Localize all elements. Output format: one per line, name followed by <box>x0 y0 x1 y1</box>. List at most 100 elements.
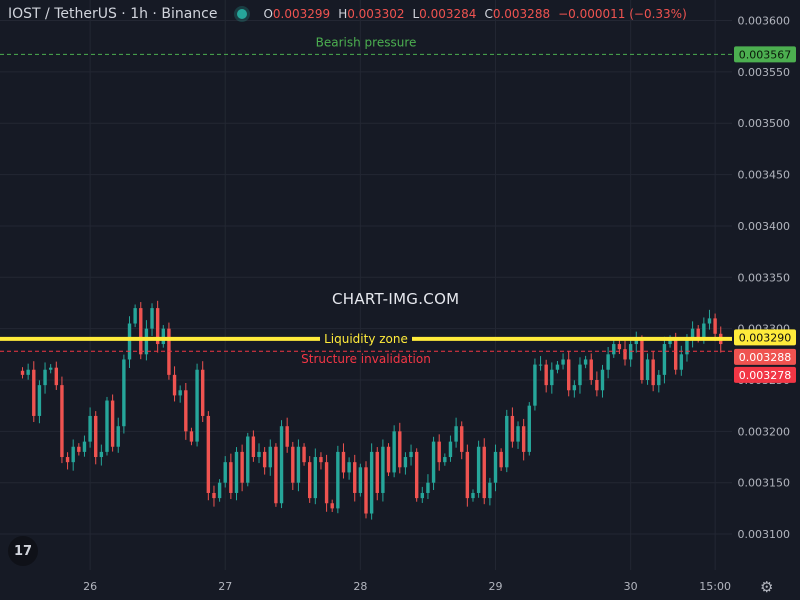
candle-body <box>240 451 244 483</box>
last-price-tag-bg <box>734 348 796 365</box>
time-axis-panel <box>0 570 732 600</box>
candle-body <box>285 426 289 447</box>
ohlc-item: O0.003299 <box>263 7 330 21</box>
candle-body <box>110 400 115 447</box>
candle-body <box>567 359 571 391</box>
ohlc-item: L0.003284 <box>412 7 476 21</box>
candle-body <box>105 400 109 452</box>
ohlc-item: −0.000011 (−0.33%) <box>558 7 687 21</box>
candle-body <box>707 318 712 324</box>
symbol-title: IOST / TetherUS · 1h · Binance <box>8 6 218 22</box>
candle-body <box>589 359 593 380</box>
price-axis-panel <box>732 0 800 600</box>
y-tick-label: 0.003500 <box>738 117 791 130</box>
candle-body <box>369 451 374 514</box>
ohlc-value: 0.003299 <box>272 7 331 21</box>
candle-body <box>454 426 458 442</box>
candle-body <box>550 369 554 386</box>
candle-body <box>77 446 81 452</box>
candle-body <box>510 415 515 442</box>
candle-body <box>319 457 323 463</box>
candle-body <box>634 338 638 345</box>
candle-body <box>381 446 385 493</box>
tradingview-logo-icon[interactable]: 17 <box>8 536 38 566</box>
candle-body <box>133 308 137 324</box>
candle-body <box>330 503 334 509</box>
candle-body <box>122 359 126 427</box>
watermark: CHART-IMG.COM <box>332 290 460 308</box>
candle-body <box>99 451 104 458</box>
ohlc-readout: O0.003299 H0.003302 L0.003284 C0.003288 −0.0… <box>263 7 686 21</box>
candle-body <box>324 462 329 504</box>
candle-body <box>403 457 408 468</box>
candle-body <box>673 338 678 370</box>
bearish-price-tag: 0.003567 <box>739 48 792 61</box>
liquidity-price-tag-bg <box>734 329 796 346</box>
candle-body <box>48 367 53 370</box>
candle-body <box>251 436 256 458</box>
candle-body <box>274 446 278 504</box>
candle-body <box>375 451 379 493</box>
candle-body <box>488 482 492 499</box>
candle-body <box>595 380 599 391</box>
ohlc-value: 0.003284 <box>419 7 477 21</box>
candle-body <box>37 385 42 416</box>
candle-body <box>144 328 149 355</box>
gear-icon[interactable]: ⚙ <box>760 578 774 596</box>
candle-body <box>206 415 211 493</box>
candle-body <box>302 446 306 463</box>
level-label: Liquidity zone <box>324 332 408 346</box>
candle-body <box>623 349 627 360</box>
candle-body <box>307 462 312 499</box>
candle-body <box>364 467 368 514</box>
candle-body <box>471 492 475 499</box>
x-tick-label: 15:00 <box>699 580 731 593</box>
x-tick-label: 26 <box>83 580 97 593</box>
ohlc-key: O <box>263 7 273 21</box>
candle-body <box>505 415 509 468</box>
y-tick-label: 0.003100 <box>738 528 791 541</box>
candle-body <box>43 369 47 386</box>
candle-body <box>521 426 526 452</box>
candle-body <box>544 364 548 386</box>
candle-body <box>150 308 154 329</box>
candle-body <box>696 328 700 339</box>
level-label-bg <box>320 331 412 346</box>
candle-body <box>139 308 143 355</box>
ohlc-key: C <box>484 7 493 21</box>
y-tick-label: 0.003450 <box>738 169 791 182</box>
candle-body <box>493 451 498 483</box>
candle-body <box>460 426 464 452</box>
candle-body <box>679 354 684 370</box>
ohlc-value: −0.000011 (−0.33%) <box>558 7 687 21</box>
y-tick-label: 0.003550 <box>738 66 791 79</box>
candle-body <box>195 369 199 442</box>
candle-body <box>268 446 272 468</box>
candle-body <box>657 374 661 386</box>
candle-body <box>291 446 295 483</box>
candle-body <box>482 446 486 499</box>
candle-body <box>234 451 239 493</box>
candle-body <box>358 467 363 493</box>
candle-body <box>172 374 177 396</box>
candle-body <box>690 328 695 339</box>
candle-body <box>167 328 171 375</box>
candle-body <box>217 482 222 499</box>
candle-body <box>583 359 588 365</box>
candle-body <box>617 344 622 350</box>
y-tick-label: 0.003150 <box>738 477 791 490</box>
candle-body <box>465 451 470 499</box>
candle-body <box>392 431 396 473</box>
candle-body <box>341 451 346 473</box>
candle-body <box>533 364 537 406</box>
ohlc-item: C0.003288 <box>484 7 550 21</box>
candle-body <box>600 369 605 391</box>
candle-body <box>662 344 667 375</box>
candle-body <box>223 462 227 483</box>
candle-body <box>651 359 655 386</box>
candle-body <box>420 492 425 499</box>
candle-body <box>578 364 582 386</box>
level-label: Structure invalidation <box>301 352 431 366</box>
candle-body <box>178 390 182 396</box>
